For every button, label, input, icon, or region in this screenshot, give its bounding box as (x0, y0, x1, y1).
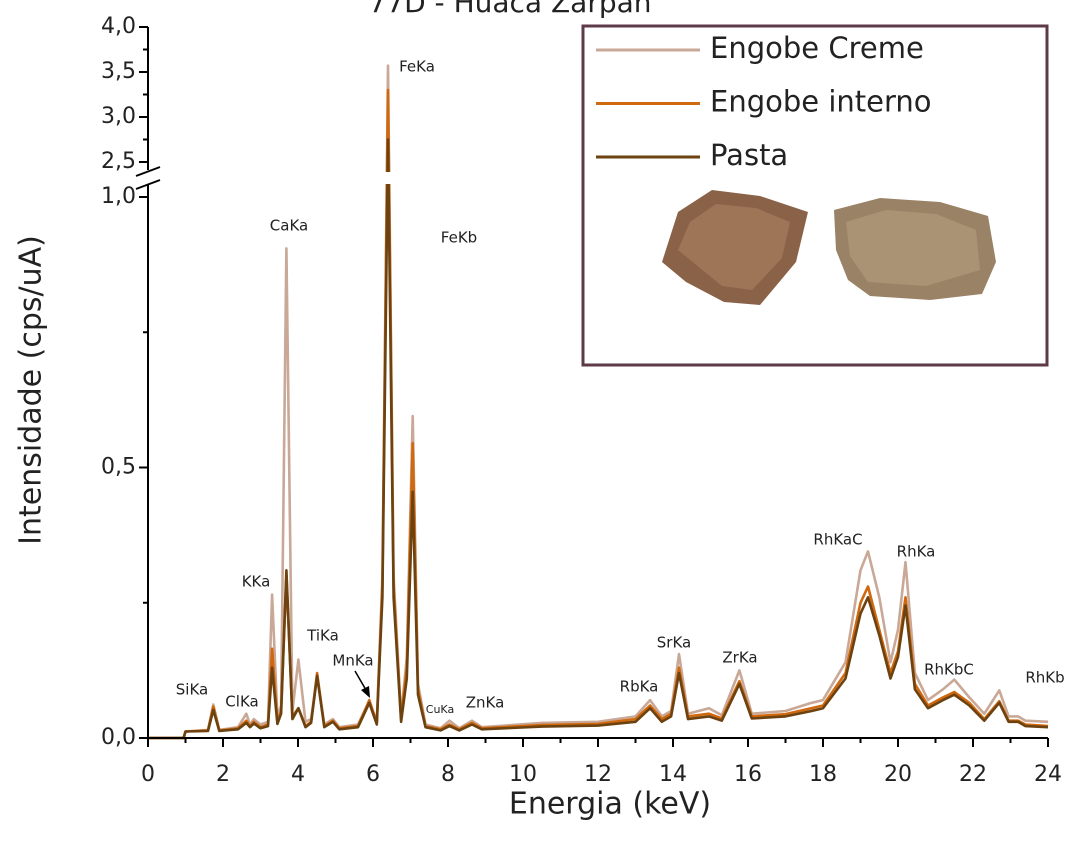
x-tick-label: 8 (441, 762, 455, 787)
axis-break-mark (135, 166, 161, 177)
peak-label: FeKb (441, 229, 477, 247)
x-tick-label: 0 (141, 762, 155, 787)
peak-label: RhKaC (813, 531, 862, 549)
y-axis-label: Intensidade (cps/uA) (14, 235, 49, 545)
peak-label: ZrKa (722, 649, 757, 667)
peak-label: FeKa (399, 58, 435, 76)
x-tick-label: 4 (291, 762, 305, 787)
legend-label: Pasta (710, 138, 788, 172)
y-tick-label: 3,0 (101, 104, 136, 129)
peak-label: TiKa (306, 627, 339, 645)
peak-label: RhKa (897, 543, 936, 561)
y-tick-label: 3,5 (101, 59, 136, 84)
legend: Engobe Creme Engobe interno Pasta (581, 24, 1049, 367)
peak-label: ClKa (225, 693, 258, 711)
legend-box (581, 24, 1049, 367)
spectrum-line (148, 138, 1049, 740)
sample-photo (662, 190, 996, 305)
y-tick-label: 1,0 (101, 184, 136, 209)
annotation-arrowhead (361, 686, 370, 698)
x-tick-label: 24 (1034, 762, 1062, 787)
peak-label: RhKbC (924, 661, 974, 679)
x-tick-label: 6 (366, 762, 380, 787)
x-tick-label: 12 (584, 762, 612, 787)
x-tick-label: 22 (959, 762, 987, 787)
legend-label: Engobe interno (710, 85, 932, 119)
peak-label: SrKa (657, 634, 691, 652)
peak-label: KKa (242, 573, 271, 591)
y-tick-label: 2,5 (101, 149, 136, 174)
x-tick-label: 20 (884, 762, 912, 787)
annotation-arrow (354, 670, 367, 691)
peak-label: CuKa (426, 703, 454, 716)
x-tick-label: 10 (509, 762, 537, 787)
peak-label: ZnKa (466, 694, 505, 712)
axis-break-mark (135, 179, 161, 190)
x-tick-label: 18 (809, 762, 837, 787)
peak-label: SiKa (176, 681, 208, 699)
legend-label: Engobe Creme (710, 31, 924, 65)
peak-label: CaKa (270, 217, 308, 235)
x-tick-label: 16 (734, 762, 762, 787)
x-tick-label: 2 (216, 762, 230, 787)
y-tick-label: 0,0 (101, 725, 136, 750)
y-tick-label: 0,5 (101, 455, 136, 480)
y-tick-label: 4,0 (101, 14, 136, 39)
peak-label: MnKa (332, 652, 373, 670)
x-tick-label: 14 (659, 762, 687, 787)
chart-title: 77D - Huaca Zarpan (368, 0, 651, 19)
x-axis-label: Energia (keV) (509, 787, 711, 822)
peak-label: RhKb (1025, 669, 1064, 687)
peak-label: RbKa (620, 678, 659, 696)
